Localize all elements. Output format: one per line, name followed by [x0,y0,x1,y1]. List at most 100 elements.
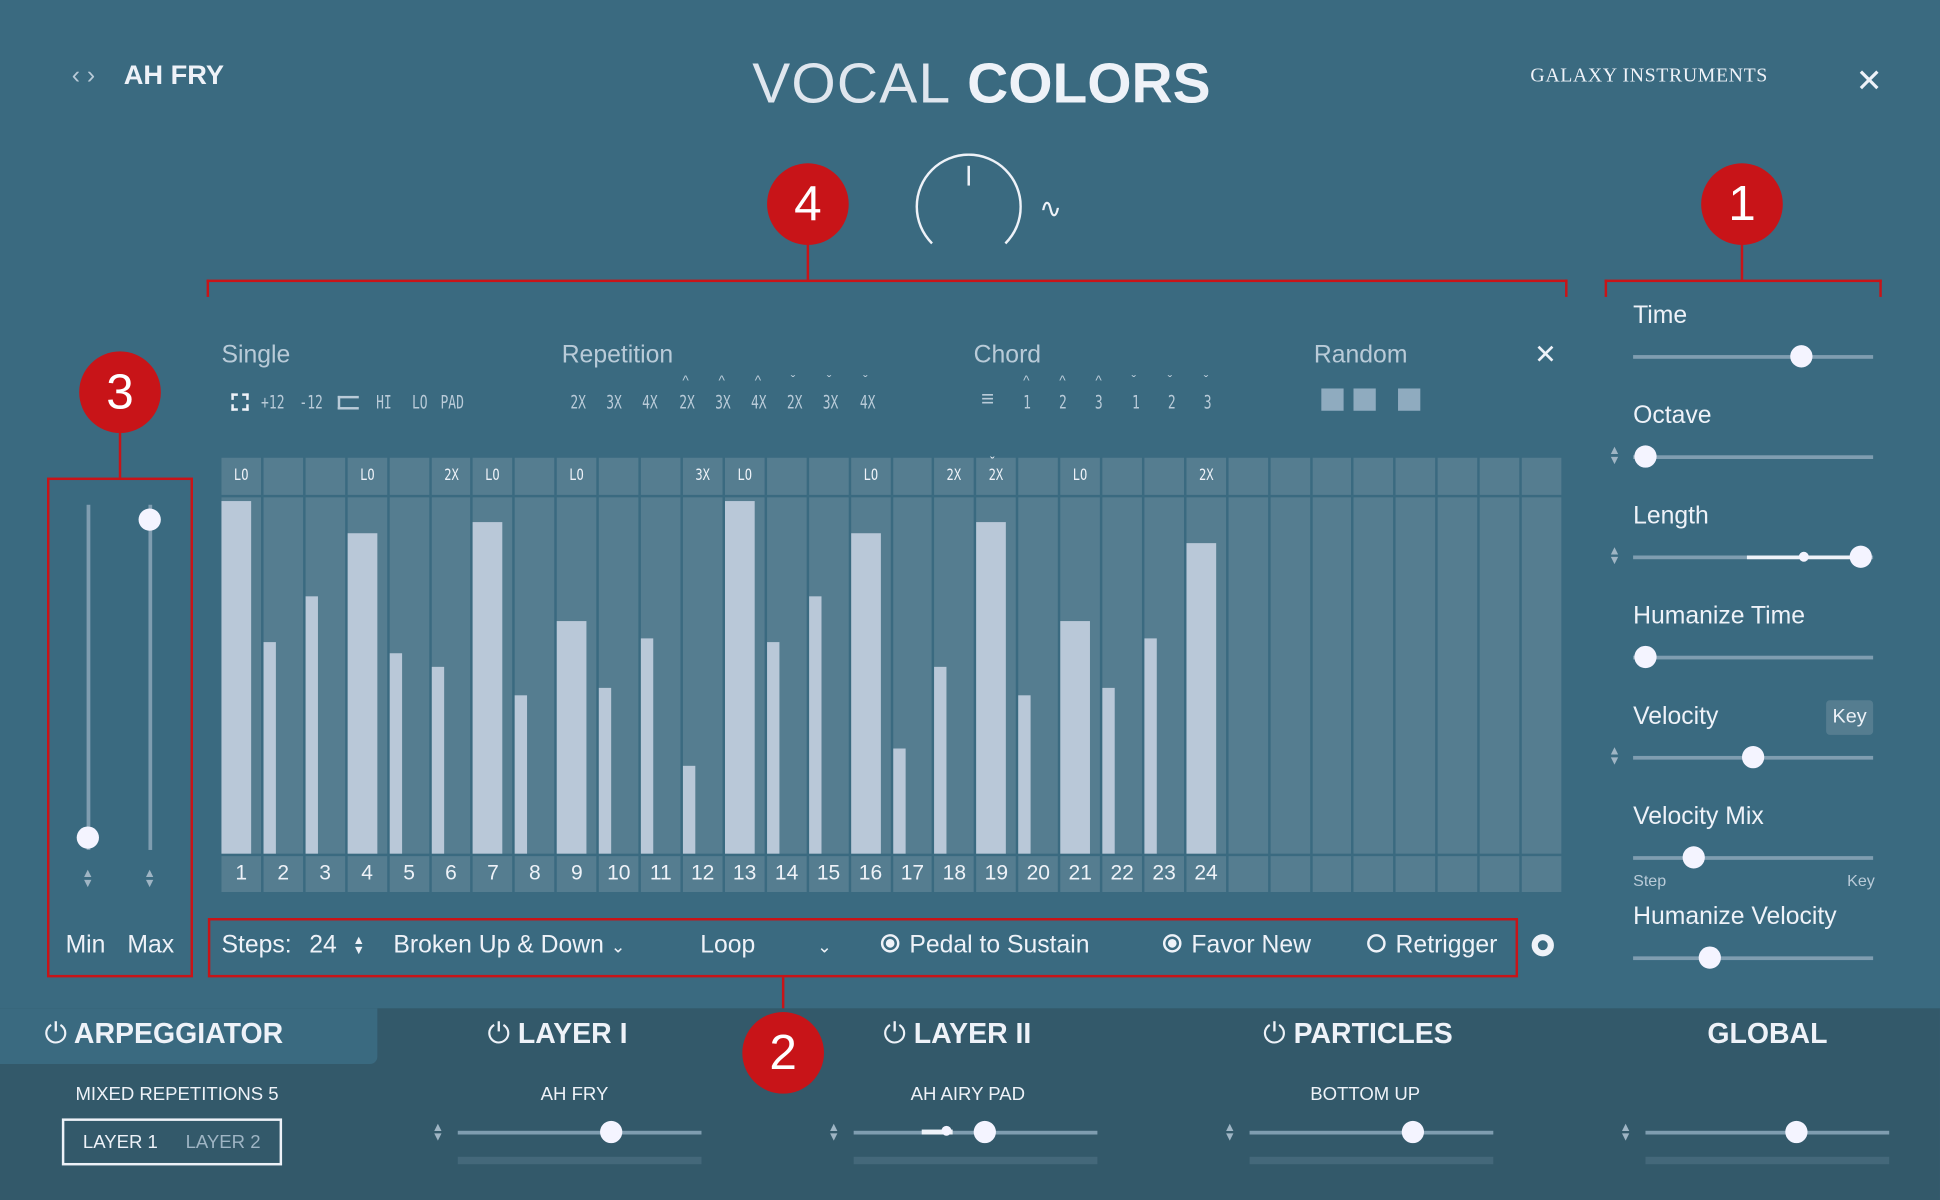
repetition-mode-3[interactable]: 2X [678,390,695,414]
octave-slider-knob[interactable] [1633,445,1657,468]
layer2-slider-knob[interactable] [974,1120,997,1144]
clear-steps-icon[interactable]: ✕ [1534,338,1557,370]
step-header-cell[interactable] [1186,457,1226,495]
step-mode-label[interactable]: LO [1072,466,1088,485]
step-header-cell[interactable] [1396,457,1436,495]
velocity-bar[interactable] [263,642,276,854]
prev-next-preset-arrows[interactable]: ‹ › [71,61,96,90]
velocity-bar[interactable] [389,652,402,854]
velocity-bar[interactable] [515,694,528,854]
power-icon[interactable]: ⏻ [44,1016,68,1050]
min-slider-track[interactable] [86,504,91,850]
time-slider-track[interactable] [1633,355,1874,359]
step-mode-label[interactable]: 3X [695,466,710,485]
stepper-icon[interactable]: ▲ ▼ [1608,744,1621,769]
stepper-icon[interactable]: ▲ ▼ [1608,444,1621,468]
tab-arpeggiator[interactable]: ⏻ ARPEGGIATOR [45,1017,284,1050]
master-knob[interactable] [915,153,1022,260]
step-header-cell[interactable] [1228,457,1268,495]
step-cell[interactable] [1354,497,1394,854]
step-header-cell[interactable] [976,457,1017,495]
repetition-mode-2[interactable]: 4X [642,390,659,414]
max-slider-knob[interactable] [138,508,161,531]
single-mode-3[interactable]: LO [411,390,428,414]
stepper-icon[interactable]: ▲ ▼ [1223,1120,1236,1145]
wave-icon[interactable]: ∿ [1039,193,1063,224]
step-header-cell[interactable] [389,457,429,495]
step-mode-label[interactable]: LO [359,466,375,485]
step-header-cell[interactable] [682,457,723,495]
velocity-bar[interactable] [431,666,444,854]
step-cell[interactable] [1437,497,1478,854]
chord-mode-5[interactable]: 3 [1203,390,1212,414]
chord-mode-2[interactable]: 3 [1095,390,1104,414]
step-mode-label[interactable]: 2X [947,466,962,485]
single-mode-0[interactable]: +12 [261,390,285,414]
repetition-mode-0[interactable]: 2X [570,390,586,414]
repetition-mode-6[interactable]: 2X [787,390,803,414]
dice-list-icon[interactable] [1398,388,1421,411]
step-header-cell[interactable] [1312,457,1352,495]
step-mode-label[interactable]: 2X [1198,466,1214,485]
step-header-cell[interactable] [1270,457,1310,495]
velocity-bar[interactable] [1060,620,1091,854]
velocity-bar[interactable] [1186,543,1216,854]
step-header-cell[interactable] [640,457,681,495]
step-header-cell[interactable] [1354,457,1394,495]
step-header-cell[interactable] [892,457,933,495]
layer-1-button[interactable]: LAYER 1 [82,1132,158,1154]
length-slider-knob[interactable] [1849,545,1873,568]
layer1-preset-name[interactable]: AH FRY [540,1083,609,1105]
humanize-time-slider-knob[interactable] [1633,645,1657,669]
step-header-cell[interactable] [1060,457,1100,495]
settings-icon[interactable] [1531,934,1554,957]
velocity-bar[interactable] [557,620,587,854]
step-mode-label[interactable]: 2X [443,466,459,485]
dice-arrow-icon[interactable] [1353,388,1376,411]
layer1-slider-track[interactable] [457,1130,702,1135]
tab-layer-2[interactable]: ⏻ LAYER II [883,1017,1031,1050]
single-mode-1[interactable]: -12 [299,390,323,414]
global-slider-track[interactable] [1645,1130,1890,1135]
step-header-cell[interactable] [1144,457,1184,495]
step-mode-label[interactable]: LO [737,466,752,485]
velocity-bar[interactable] [850,532,881,854]
step-header-cell[interactable] [1479,457,1520,495]
velocity-bar[interactable] [1102,687,1115,854]
velocity-bar[interactable] [934,666,947,854]
layer-2-button[interactable]: LAYER 2 [185,1132,261,1154]
repetition-mode-7[interactable]: 3X [823,390,839,414]
stepper-icon[interactable]: ▲ ▼ [431,1120,445,1145]
step-header-cell[interactable] [305,457,345,495]
pedal-to-sustain-toggle[interactable]: Pedal to Sustain [880,932,1090,960]
humanize-time-slider-track[interactable] [1633,655,1874,660]
velocity-bar[interactable] [892,747,906,854]
velocity-bar[interactable] [682,765,696,854]
step-mode-label[interactable]: LO [233,466,249,485]
loop-dropdown[interactable]: Loop ⌄ [700,932,831,960]
step-header-cell[interactable] [1437,457,1478,495]
min-stepper-icon[interactable]: ▲ ▼ [81,867,94,891]
single-mode-2[interactable]: HI [376,390,392,414]
velocity-bar[interactable] [724,501,755,854]
global-slider-knob[interactable] [1785,1120,1808,1144]
humanize-velocity-slider-track[interactable] [1633,956,1874,961]
time-slider-knob[interactable] [1789,345,1813,368]
step-header-cell[interactable] [1521,457,1562,495]
velocity-bar[interactable] [347,532,377,854]
layer2-preset-name[interactable]: AH AIRY PAD [910,1083,1026,1105]
chord-mode-0[interactable]: 1 [1023,390,1031,414]
repetition-mode-4[interactable]: 3X [714,390,731,414]
chord-mode-1[interactable]: 2 [1059,390,1068,414]
step-header-cell[interactable] [557,457,597,495]
step-header-cell[interactable] [431,457,471,495]
step-header-cell[interactable] [766,457,807,495]
velocity-mix-slider-track[interactable] [1633,856,1874,860]
tab-layer-1[interactable]: ⏻ LAYER I [487,1017,627,1050]
layer2-secondary-knob[interactable] [941,1125,952,1136]
velocity-mix-slider-knob[interactable] [1681,846,1705,869]
dice-icon[interactable] [1321,388,1344,411]
velocity-bar[interactable] [976,522,1007,854]
step-header-cell[interactable] [515,457,555,495]
layer1-slider-knob[interactable] [600,1120,623,1144]
